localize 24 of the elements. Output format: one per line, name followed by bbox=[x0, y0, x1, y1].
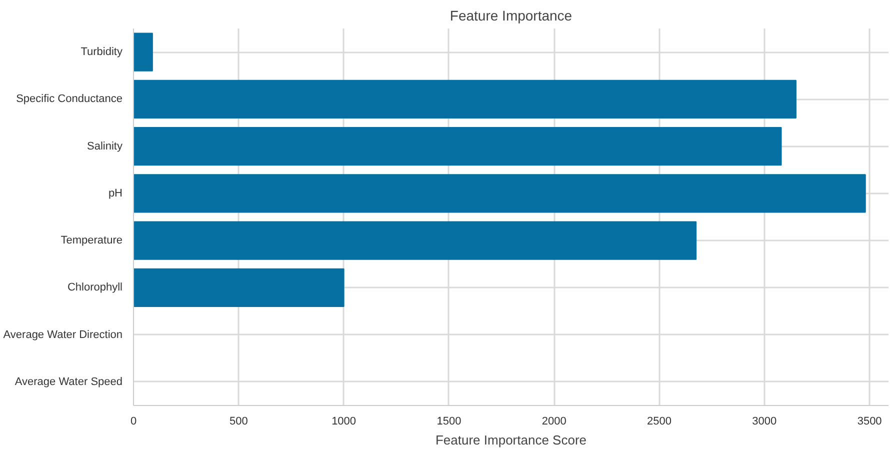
x-tick-label: 1500 bbox=[436, 416, 462, 428]
x-tick-label: 2500 bbox=[647, 416, 672, 428]
y-tick-label: Salinity bbox=[87, 140, 123, 152]
y-tick-label: Turbidity bbox=[80, 46, 123, 58]
bar bbox=[134, 80, 796, 119]
x-tick-label: 3000 bbox=[752, 416, 777, 428]
x-tick-label: 1000 bbox=[332, 416, 356, 428]
y-tick-label: pH bbox=[108, 187, 123, 200]
x-axis-title: Feature Importance Score bbox=[435, 432, 587, 448]
y-tick-label: Specific Conductance bbox=[16, 93, 123, 106]
y-tick-label: Chlorophyll bbox=[67, 282, 123, 294]
x-tick-label: 0 bbox=[130, 416, 137, 428]
x-tick-label: 2000 bbox=[542, 416, 566, 428]
bar bbox=[134, 126, 782, 166]
bar bbox=[134, 268, 344, 308]
bar bbox=[134, 174, 866, 213]
y-tick-label: Average Water Direction bbox=[3, 328, 122, 341]
bar bbox=[134, 32, 153, 72]
x-tick-label: 3500 bbox=[857, 416, 882, 428]
y-tick-label: Temperature bbox=[60, 234, 123, 247]
y-tick-label: Average Water Speed bbox=[14, 376, 123, 388]
x-tick-label: 500 bbox=[229, 416, 248, 428]
chart-title: Feature Importance bbox=[450, 8, 572, 24]
bar bbox=[134, 221, 697, 260]
